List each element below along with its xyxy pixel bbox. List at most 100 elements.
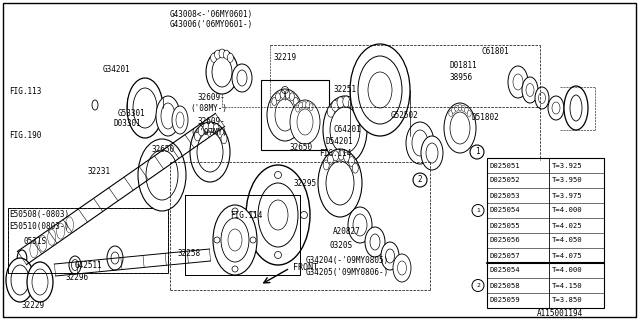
Ellipse shape <box>323 160 329 170</box>
Ellipse shape <box>381 242 399 270</box>
Text: C64201: C64201 <box>334 125 362 134</box>
Ellipse shape <box>197 132 223 172</box>
Ellipse shape <box>309 104 313 111</box>
Text: 1: 1 <box>475 148 479 156</box>
Ellipse shape <box>227 53 234 62</box>
Text: T=4.075: T=4.075 <box>552 252 582 259</box>
Ellipse shape <box>156 96 180 136</box>
Text: E50510(0803-): E50510(0803-) <box>9 222 69 231</box>
Ellipse shape <box>290 100 320 144</box>
Ellipse shape <box>198 126 204 136</box>
Text: D025052: D025052 <box>490 178 520 183</box>
Ellipse shape <box>444 103 476 153</box>
Text: 32229: 32229 <box>21 300 44 309</box>
Ellipse shape <box>352 163 358 173</box>
Circle shape <box>275 252 282 259</box>
Ellipse shape <box>454 105 459 111</box>
Text: G43008<-'06MY0601): G43008<-'06MY0601) <box>170 10 253 19</box>
Text: G42511: G42511 <box>75 261 103 270</box>
Circle shape <box>232 266 238 272</box>
Text: T=4.000: T=4.000 <box>552 268 582 274</box>
Ellipse shape <box>237 70 247 86</box>
Ellipse shape <box>344 152 349 162</box>
Ellipse shape <box>397 261 406 275</box>
Text: 32219: 32219 <box>273 52 296 61</box>
Text: D025056: D025056 <box>490 237 520 244</box>
Bar <box>8 208 168 273</box>
Ellipse shape <box>221 218 249 262</box>
Text: D025059: D025059 <box>490 298 520 303</box>
Text: T=4.150: T=4.150 <box>552 283 582 289</box>
Bar <box>261 80 329 150</box>
Ellipse shape <box>208 122 214 132</box>
Ellipse shape <box>17 250 27 266</box>
Ellipse shape <box>246 165 310 265</box>
Ellipse shape <box>296 105 300 112</box>
Text: D54201: D54201 <box>325 138 353 147</box>
Text: 0531S: 0531S <box>24 236 47 245</box>
Ellipse shape <box>330 107 360 153</box>
Ellipse shape <box>190 122 230 182</box>
Ellipse shape <box>306 101 310 108</box>
Ellipse shape <box>343 96 350 107</box>
Circle shape <box>214 237 220 243</box>
Text: G52502: G52502 <box>391 111 419 121</box>
Text: FIG.114: FIG.114 <box>319 149 351 158</box>
Ellipse shape <box>107 246 123 270</box>
Ellipse shape <box>172 106 188 134</box>
Text: G34201: G34201 <box>103 66 131 75</box>
Ellipse shape <box>552 102 560 114</box>
Ellipse shape <box>206 50 238 94</box>
Circle shape <box>472 204 484 217</box>
Circle shape <box>301 212 307 219</box>
Ellipse shape <box>353 103 360 114</box>
Ellipse shape <box>219 49 225 58</box>
Ellipse shape <box>349 156 355 166</box>
Text: FIG.190: FIG.190 <box>9 131 42 140</box>
Ellipse shape <box>293 98 298 106</box>
Ellipse shape <box>318 149 362 217</box>
Ellipse shape <box>258 183 298 247</box>
Text: 32251: 32251 <box>333 84 356 93</box>
Text: G53301: G53301 <box>118 109 146 118</box>
Ellipse shape <box>461 105 465 111</box>
Text: 32609-: 32609- <box>197 117 225 126</box>
Text: G34204(-'09MY0805): G34204(-'09MY0805) <box>306 255 389 265</box>
Ellipse shape <box>508 66 528 98</box>
Text: D025054: D025054 <box>490 268 520 274</box>
Ellipse shape <box>176 112 184 128</box>
Circle shape <box>275 172 282 179</box>
Ellipse shape <box>412 130 428 156</box>
Ellipse shape <box>228 229 242 251</box>
Text: D51802: D51802 <box>472 114 500 123</box>
Ellipse shape <box>368 72 392 108</box>
Ellipse shape <box>127 78 163 138</box>
Text: T=3.925: T=3.925 <box>552 163 582 169</box>
Text: A20827: A20827 <box>333 228 361 236</box>
Text: 32231: 32231 <box>88 167 111 177</box>
Bar <box>8 208 168 273</box>
Text: 0320S: 0320S <box>330 242 353 251</box>
Ellipse shape <box>365 227 385 257</box>
Ellipse shape <box>138 139 186 211</box>
Ellipse shape <box>213 205 257 275</box>
Text: D025058: D025058 <box>490 283 520 289</box>
Ellipse shape <box>302 101 306 108</box>
Bar <box>487 158 604 308</box>
Ellipse shape <box>538 92 545 103</box>
Ellipse shape <box>280 90 285 98</box>
Text: 38956: 38956 <box>449 74 472 83</box>
Ellipse shape <box>348 207 372 243</box>
Ellipse shape <box>350 44 410 136</box>
Ellipse shape <box>92 100 98 110</box>
Ellipse shape <box>332 100 339 111</box>
Ellipse shape <box>161 103 175 129</box>
Ellipse shape <box>289 93 294 101</box>
Text: 32296: 32296 <box>65 274 88 283</box>
Text: T=3.950: T=3.950 <box>552 178 582 183</box>
Text: T=3.850: T=3.850 <box>552 298 582 303</box>
Ellipse shape <box>72 260 79 270</box>
Text: T=4.050: T=4.050 <box>552 237 582 244</box>
Ellipse shape <box>285 90 290 98</box>
Ellipse shape <box>339 150 344 160</box>
